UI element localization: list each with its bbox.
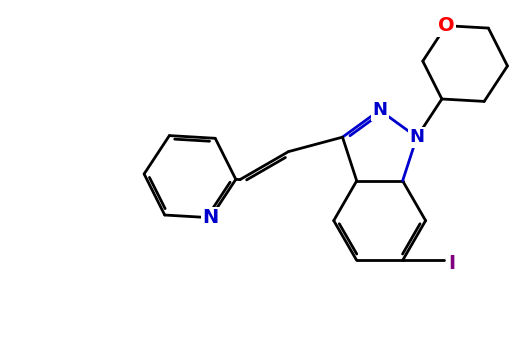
Text: N: N [372, 101, 387, 119]
Text: I: I [449, 254, 456, 273]
Text: N: N [202, 208, 219, 227]
Text: O: O [438, 16, 454, 35]
Text: N: N [409, 128, 424, 146]
